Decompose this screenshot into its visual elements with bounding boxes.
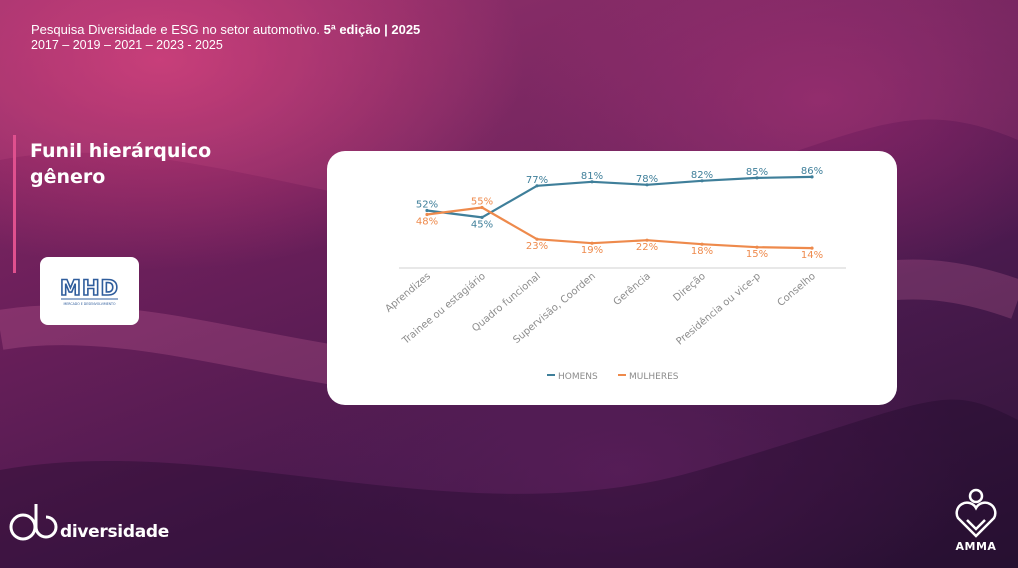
data-point-mulheres xyxy=(700,242,704,246)
data-point-homens xyxy=(810,175,814,179)
mhd-logo-card: MHD MERCADO E DESENVOLVIMENTO xyxy=(40,257,139,325)
data-point-mulheres xyxy=(425,212,429,217)
data-label-homens: 85% xyxy=(746,167,768,178)
gender-funnel-chart: 52% 45% 77% 81% 78% 82% 85% 86% 48% 55% 23% 19% 22% 1… xyxy=(383,166,846,382)
data-label-mulheres: 14% xyxy=(801,250,823,261)
diversidade-logo: diversidade xyxy=(8,500,178,548)
amma-heart-icon xyxy=(955,488,997,538)
survey-name: Pesquisa Diversidade e ESG no setor auto… xyxy=(31,22,321,37)
data-label-mulheres: 18% xyxy=(691,246,713,257)
mhd-logo: MHD MERCADO E DESENVOLVIMENTO xyxy=(59,275,119,306)
survey-years: 2017 – 2019 – 2021 – 2023 - 2025 xyxy=(31,38,223,52)
data-point-homens xyxy=(590,180,594,184)
svg-text:MHD: MHD xyxy=(60,276,119,300)
data-label-homens: 45% xyxy=(471,219,493,230)
data-point-mulheres xyxy=(535,237,539,241)
diversidade-mark-icon xyxy=(9,504,58,541)
diversidade-wordmark: diversidade xyxy=(60,522,169,542)
data-label-mulheres: 55% xyxy=(471,197,493,208)
chart-card: 52% 45% 77% 81% 78% 82% 85% 86% 48% 55% 23% 19% 22% 1… xyxy=(327,151,897,405)
data-label-homens: 81% xyxy=(581,171,603,182)
data-point-mulheres xyxy=(755,245,759,249)
data-point-homens xyxy=(535,184,539,188)
data-point-homens xyxy=(700,179,704,183)
data-label-mulheres: 48% xyxy=(416,217,438,228)
data-point-homens xyxy=(480,215,484,219)
slide-title: Funil hierárquico gênero xyxy=(30,140,212,188)
series-line-mulheres xyxy=(426,206,813,250)
data-label-homens: 77% xyxy=(526,175,548,186)
amma-wordmark: AMMA xyxy=(955,540,997,553)
legend-label-mulheres: MULHERES xyxy=(629,372,679,382)
x-tick-label: Conselho xyxy=(776,271,818,309)
data-point-mulheres xyxy=(645,238,649,242)
data-point-mulheres xyxy=(590,241,594,245)
data-label-homens: 78% xyxy=(636,174,658,185)
data-label-homens: 52% xyxy=(416,200,438,211)
data-label-mulheres: 15% xyxy=(746,249,768,260)
x-tick-label: Gerência xyxy=(611,270,653,308)
data-point-mulheres xyxy=(480,205,484,210)
data-point-homens xyxy=(645,183,649,187)
x-tick-label: Direção xyxy=(672,271,708,304)
legend-label-homens: HOMENS xyxy=(558,372,598,382)
survey-edition: 5ª edição | 2025 xyxy=(323,22,421,37)
data-point-homens xyxy=(425,208,429,213)
data-point-mulheres xyxy=(810,246,814,250)
title-accent-bar xyxy=(13,135,16,273)
data-label-homens: 82% xyxy=(691,170,713,181)
data-point-homens xyxy=(755,176,759,180)
survey-header: Pesquisa Diversidade e ESG no setor auto… xyxy=(31,22,420,37)
amma-logo: AMMA xyxy=(948,488,1004,558)
x-tick-label: Aprendizes xyxy=(383,271,432,315)
svg-text:MERCADO E DESENVOLVIMENTO: MERCADO E DESENVOLVIMENTO xyxy=(64,302,116,306)
data-label-mulheres: 19% xyxy=(581,245,603,256)
data-label-homens: 86% xyxy=(801,166,823,177)
data-label-mulheres: 23% xyxy=(526,241,548,252)
data-label-mulheres: 22% xyxy=(636,242,658,253)
